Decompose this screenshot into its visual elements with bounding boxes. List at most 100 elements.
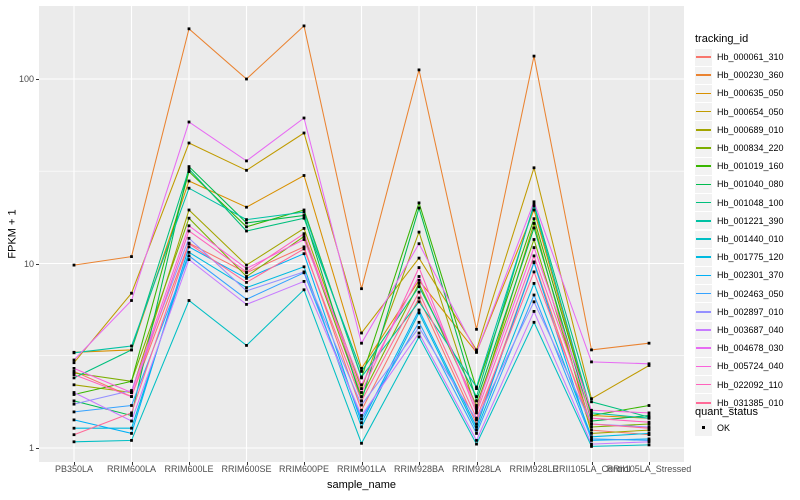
- data-point: [72, 358, 76, 362]
- data-point: [360, 417, 363, 421]
- data-point: [72, 402, 76, 406]
- y-tick-label: 100: [18, 74, 34, 84]
- y-axis-tick: [36, 79, 39, 80]
- data-point: [187, 250, 191, 254]
- data-point: [647, 432, 651, 435]
- legend-key-swatch: [695, 157, 712, 175]
- data-point: [302, 210, 306, 214]
- data-point: [647, 443, 651, 447]
- data-point: [187, 179, 191, 183]
- data-point: [360, 421, 363, 425]
- data-point: [590, 442, 593, 446]
- data-point: [475, 327, 478, 331]
- legend-key-swatch: [695, 84, 712, 102]
- data-point: [302, 265, 306, 269]
- data-point: [302, 235, 306, 238]
- legend-label: Hb_001440_010: [717, 234, 784, 244]
- data-point: [475, 416, 478, 420]
- x-axis-tick: [304, 462, 305, 465]
- data-point: [475, 406, 478, 410]
- data-point: [302, 270, 306, 274]
- x-axis-tick: [131, 462, 133, 465]
- x-tick-label: RRIM901LA: [336, 464, 387, 474]
- legend-item-Hb_004678_030: Hb_004678_030: [695, 339, 784, 357]
- data-point: [72, 371, 76, 375]
- legend-item-Hb_005724_040: Hb_005724_040: [695, 357, 784, 375]
- data-point: [245, 77, 248, 81]
- data-point: [417, 311, 421, 315]
- legend-line-icon: [696, 256, 711, 258]
- x-tick-label: RRIM600SE: [221, 464, 272, 474]
- data-point: [187, 216, 191, 220]
- data-point: [475, 425, 478, 429]
- data-point: [360, 375, 363, 379]
- data-point: [417, 300, 421, 304]
- legend-label: Hb_000689_010: [717, 124, 784, 135]
- legend-line-icon: [696, 383, 711, 386]
- legend-item-Hb_001221_390: Hb_001221_390: [695, 212, 784, 230]
- x-tick-label: RRIM928LA: [451, 464, 502, 474]
- data-point: [590, 397, 593, 401]
- data-point: [302, 174, 306, 177]
- data-point: [187, 245, 191, 249]
- data-point: [475, 404, 478, 407]
- data-point: [302, 238, 306, 241]
- series-points-Hb_031385_010: [72, 242, 651, 437]
- data-point: [590, 435, 593, 439]
- data-point: [532, 254, 536, 258]
- data-point: [187, 236, 191, 240]
- legend-key-swatch: [695, 321, 712, 339]
- x-axis-title: sample_name: [326, 479, 397, 491]
- legend-label: Hb_031385_010: [717, 397, 784, 408]
- y-tick-label: 10: [23, 258, 34, 269]
- legend-line-icon: [696, 292, 711, 295]
- data-point: [245, 205, 248, 209]
- data-point: [590, 360, 593, 364]
- data-point: [532, 246, 536, 249]
- data-point: [187, 167, 191, 171]
- data-point: [72, 361, 76, 365]
- legend-line-icon: [696, 274, 711, 277]
- series-points-Hb_022092_110: [72, 229, 651, 424]
- y-tick-label: 1: [28, 443, 34, 453]
- data-point: [245, 277, 248, 280]
- x-tick-label: RRIM600LE: [164, 464, 214, 474]
- data-point: [130, 414, 133, 417]
- data-point: [360, 414, 363, 417]
- data-point: [360, 287, 363, 291]
- data-point: [647, 416, 651, 420]
- x-axis-tick: [649, 462, 650, 465]
- data-point: [417, 275, 421, 278]
- data-point: [532, 54, 536, 58]
- data-point: [302, 280, 306, 283]
- legend-key-swatch: [695, 266, 712, 284]
- legend-key-swatch: [695, 248, 712, 266]
- data-point: [532, 204, 536, 208]
- data-point: [130, 432, 133, 435]
- legend-label: Hb_000230_360: [717, 70, 784, 81]
- x-axis-tick: [189, 462, 190, 465]
- data-point: [475, 428, 478, 432]
- data-point: [417, 242, 421, 246]
- data-point: [187, 254, 191, 258]
- data-point: [532, 166, 536, 170]
- data-point: [72, 370, 76, 373]
- x-axis-tick: [246, 462, 248, 465]
- data-point: [417, 230, 421, 234]
- data-point: [590, 400, 593, 404]
- data-point: [475, 439, 478, 442]
- legend-line-icon: [696, 183, 711, 186]
- data-point: [245, 286, 248, 289]
- legend-line-icon: [696, 147, 711, 149]
- data-point: [72, 391, 76, 394]
- data-point: [245, 281, 248, 284]
- data-point: [72, 383, 76, 387]
- legend-key-swatch: [695, 357, 712, 375]
- data-point: [532, 270, 536, 274]
- data-point: [187, 141, 191, 145]
- data-point: [590, 408, 593, 412]
- data-point: [475, 418, 478, 422]
- data-point: [187, 224, 191, 228]
- legend-line-icon: [696, 401, 711, 404]
